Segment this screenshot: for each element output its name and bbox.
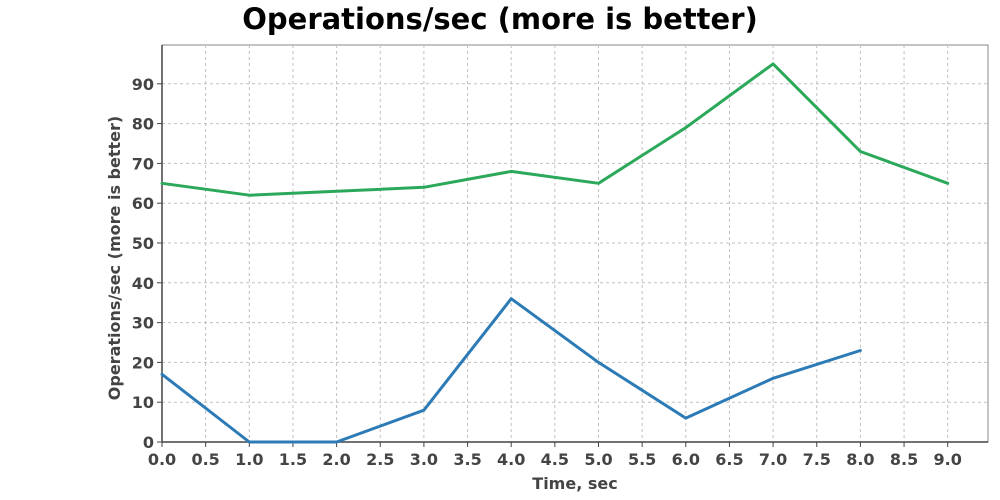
x-tick-label: 1.5 [279, 450, 307, 469]
y-tick-label: 40 [132, 274, 154, 293]
series-line-1 [160, 62, 950, 197]
x-tick-label: 5.5 [628, 450, 656, 469]
series-line-2 [160, 297, 862, 444]
y-tick-label: 80 [132, 115, 154, 134]
x-tick-label: 9.0 [934, 450, 962, 469]
y-tick-label: 60 [132, 194, 154, 213]
y-tick-label: 10 [132, 393, 154, 412]
y-tick-label: 0 [143, 433, 154, 452]
x-tick-label: 3.0 [410, 450, 438, 469]
x-tick-label: 4.0 [497, 450, 525, 469]
y-tick-label: 20 [132, 353, 154, 372]
x-tick-label: 7.0 [759, 450, 787, 469]
chart-title: Operations/sec (more is better) [242, 2, 758, 36]
plot-area [161, 44, 989, 443]
y-tick-label: 90 [132, 75, 154, 94]
x-tick-label: 4.5 [541, 450, 569, 469]
x-tick-label: 1.0 [235, 450, 263, 469]
x-tick-label: 3.5 [453, 450, 481, 469]
x-tick-label: 2.0 [322, 450, 350, 469]
x-axis-label: Time, sec [532, 474, 617, 493]
grid [162, 45, 988, 442]
series-lines [160, 62, 950, 444]
x-tick-label: 7.5 [803, 450, 831, 469]
x-tick-label: 8.0 [846, 450, 874, 469]
x-tick-label: 5.0 [584, 450, 612, 469]
x-tick-label: 0.5 [191, 450, 219, 469]
x-axis-ticks: 0.0 0.5 1.0 1.5 2.0 2.5 3.0 3.5 4.0 4.5 5.0 5.5 6.0 6… [148, 442, 962, 469]
y-axis-ticks: 0 10 20 30 40 50 60 70 80 90 [132, 75, 162, 452]
y-tick-label: 30 [132, 314, 154, 333]
x-tick-label: 0.0 [148, 450, 176, 469]
x-tick-label: 2.5 [366, 450, 394, 469]
x-tick-label: 8.5 [890, 450, 918, 469]
x-tick-label: 6.0 [672, 450, 700, 469]
y-tick-label: 50 [132, 234, 154, 253]
x-tick-label: 6.5 [715, 450, 743, 469]
y-axis-label: Operations/sec (more is better) [105, 116, 124, 400]
y-tick-label: 70 [132, 154, 154, 173]
